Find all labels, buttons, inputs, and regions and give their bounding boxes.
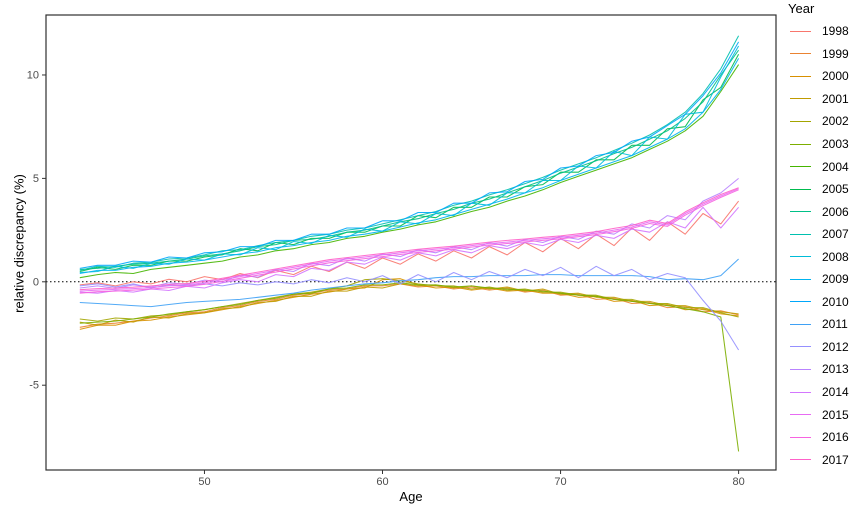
legend-key-line-2003 [790, 143, 811, 145]
legend-item-2012: 2012 [786, 336, 864, 359]
y-tick-label-10: 10 [27, 69, 39, 81]
legend-item-2013: 2013 [786, 358, 864, 381]
legend-key-line-2001 [790, 98, 811, 100]
legend-key-line-2002 [790, 120, 811, 122]
legend-item-2001: 2001 [786, 88, 864, 111]
legend-key-line-2017 [790, 459, 811, 461]
legend-item-2009: 2009 [786, 268, 864, 291]
y-tick-label-5: 5 [33, 173, 39, 185]
legend-item-2017: 2017 [786, 448, 864, 471]
legend-item-label: 2003 [822, 137, 849, 151]
legend-key-line-2016 [790, 436, 811, 438]
legend-item-2014: 2014 [786, 381, 864, 404]
series-line-2009 [79, 58, 740, 275]
series-line-2011 [79, 258, 739, 308]
legend-item-2005: 2005 [786, 178, 864, 201]
legend-item-1998: 1998 [786, 20, 864, 43]
legend-item-1999: 1999 [786, 43, 864, 66]
legend-item-2008: 2008 [786, 245, 864, 268]
y-tick-label-0: 0 [33, 276, 39, 288]
x-axis-title: Age [399, 489, 423, 504]
legend-item-label: 2017 [822, 452, 849, 467]
x-tick-label-70: 70 [554, 476, 566, 488]
series-line-2005 [79, 54, 740, 273]
legend-item-2004: 2004 [786, 155, 864, 178]
legend-item-label: 2001 [822, 91, 849, 106]
legend-items: 1998 1999 2000 2001 2002 2003 2004 2005 2006 2007… [786, 20, 864, 471]
series-line-1999 [79, 283, 739, 328]
legend-item-label: 2015 [822, 407, 849, 422]
legend-key-line-2011 [790, 323, 811, 325]
legend-item-label: 2006 [822, 204, 849, 219]
legend-item-label: 2000 [822, 69, 849, 84]
legend-item-label: 2009 [822, 272, 849, 287]
series-line-2017 [79, 187, 739, 291]
series-line-2003 [79, 282, 740, 452]
series-line-2015 [79, 188, 739, 292]
legend-item-2000: 2000 [786, 65, 864, 88]
legend-item-label: 2014 [822, 385, 849, 400]
x-tick-label-60: 60 [376, 476, 388, 488]
legend-key-line-2004 [790, 166, 811, 168]
x-tick-label-80: 80 [732, 476, 744, 488]
legend: Year 1998 1999 2000 2001 2002 2003 2004 2005 200… [786, 0, 864, 471]
series-line-2004 [79, 64, 740, 279]
legend-key-line-1999 [790, 53, 811, 55]
panel-background [46, 15, 776, 470]
legend-item-label: 2008 [822, 249, 849, 264]
legend-item-label: 2005 [822, 182, 849, 197]
legend-key-line-2008 [790, 256, 811, 258]
panel-border [45, 14, 777, 471]
legend-item-label: 2004 [822, 159, 849, 174]
legend-key-line-2015 [790, 414, 811, 416]
legend-key-line-2006 [790, 211, 811, 213]
legend-item-label: 2002 [822, 114, 849, 129]
legend-item-2007: 2007 [786, 223, 864, 246]
legend-item-2010: 2010 [786, 291, 864, 314]
legend-item-2006: 2006 [786, 200, 864, 223]
legend-key-line-1998 [790, 30, 811, 32]
series-line-2010 [79, 41, 740, 269]
legend-item-2015: 2015 [786, 403, 864, 426]
y-axis-title: relative discrepancy (%) [11, 174, 27, 313]
legend-item-label: 1998 [822, 24, 849, 39]
series-line-2008 [79, 45, 740, 274]
legend-item-label: 2011 [822, 317, 848, 332]
legend-key-line-2010 [790, 301, 811, 303]
legend-item-label: 2012 [822, 339, 849, 354]
legend-item-label: 2010 [822, 294, 849, 309]
series-line-2006 [79, 49, 740, 270]
series-line-2016 [79, 189, 739, 294]
legend-item-2016: 2016 [786, 426, 864, 449]
legend-key-line-2012 [790, 346, 811, 348]
legend-item-2011: 2011 [786, 313, 864, 336]
legend-key-line-2013 [790, 368, 811, 370]
legend-key-line-2014 [790, 391, 811, 393]
x-tick-label-50: 50 [198, 476, 210, 488]
legend-key-line-2009 [790, 278, 811, 280]
legend-item-label: 2013 [822, 362, 849, 377]
legend-key-line-2000 [790, 75, 811, 77]
legend-item-2003: 2003 [786, 133, 864, 156]
legend-key-line-2007 [790, 233, 811, 235]
series-line-2014 [79, 206, 739, 294]
legend-key-line-2005 [790, 188, 811, 190]
legend-item-label: 2007 [822, 227, 849, 242]
legend-item-label: 1999 [822, 46, 849, 61]
y-tick-label--5: -5 [29, 380, 39, 392]
legend-item-2002: 2002 [786, 110, 864, 133]
legend-title: Year [788, 1, 815, 16]
legend-item-label: 2016 [822, 430, 849, 445]
